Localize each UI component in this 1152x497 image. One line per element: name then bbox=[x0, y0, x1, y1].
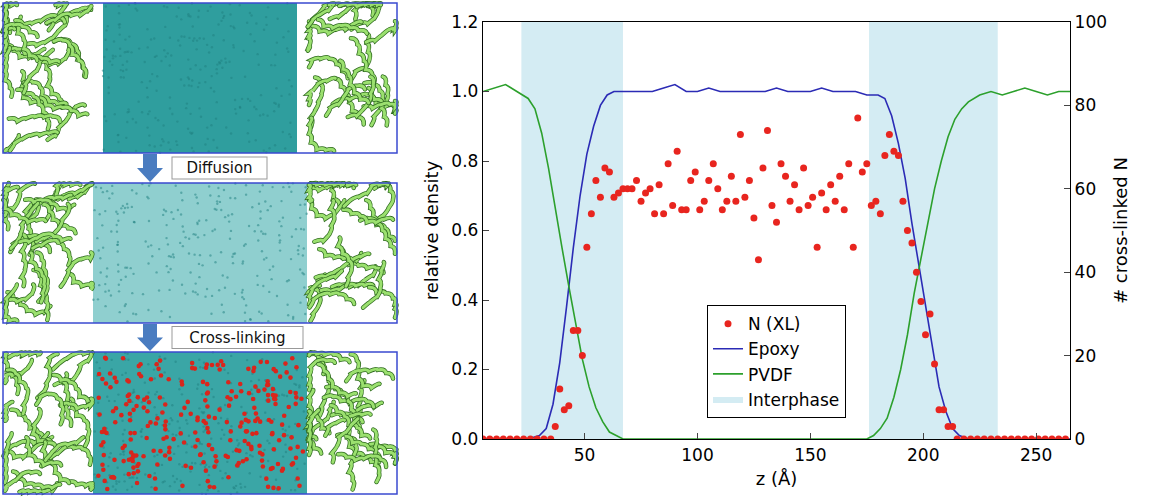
svg-text:Cross-linking: Cross-linking bbox=[189, 329, 285, 347]
svg-text:20: 20 bbox=[1075, 346, 1097, 366]
svg-text:0: 0 bbox=[1075, 429, 1086, 449]
svg-text:0.2: 0.2 bbox=[451, 359, 478, 379]
svg-text:Interphase: Interphase bbox=[748, 390, 839, 410]
svg-text:50: 50 bbox=[574, 445, 596, 465]
svg-text:200: 200 bbox=[907, 445, 939, 465]
svg-text:250: 250 bbox=[1020, 445, 1052, 465]
svg-text:100: 100 bbox=[681, 445, 713, 465]
svg-text:# cross-linked N: # cross-linked N bbox=[1110, 157, 1131, 304]
svg-text:Diffusion: Diffusion bbox=[186, 159, 252, 177]
svg-text:60: 60 bbox=[1075, 179, 1097, 199]
svg-text:40: 40 bbox=[1075, 262, 1097, 282]
svg-text:80: 80 bbox=[1075, 95, 1097, 115]
svg-text:0.8: 0.8 bbox=[451, 151, 478, 171]
svg-text:N (XL): N (XL) bbox=[748, 314, 801, 334]
svg-text:150: 150 bbox=[794, 445, 826, 465]
svg-text:Epoxy: Epoxy bbox=[748, 339, 800, 359]
svg-text:0.0: 0.0 bbox=[451, 429, 478, 449]
svg-text:PVDF: PVDF bbox=[748, 365, 793, 385]
svg-text:1.2: 1.2 bbox=[451, 12, 478, 32]
svg-text:100: 100 bbox=[1075, 12, 1107, 32]
svg-text:0.6: 0.6 bbox=[451, 220, 478, 240]
svg-text:0.4: 0.4 bbox=[451, 290, 478, 310]
svg-text:relative density: relative density bbox=[421, 160, 442, 300]
svg-text:z (Å): z (Å) bbox=[756, 468, 798, 489]
svg-text:1.0: 1.0 bbox=[451, 81, 478, 101]
